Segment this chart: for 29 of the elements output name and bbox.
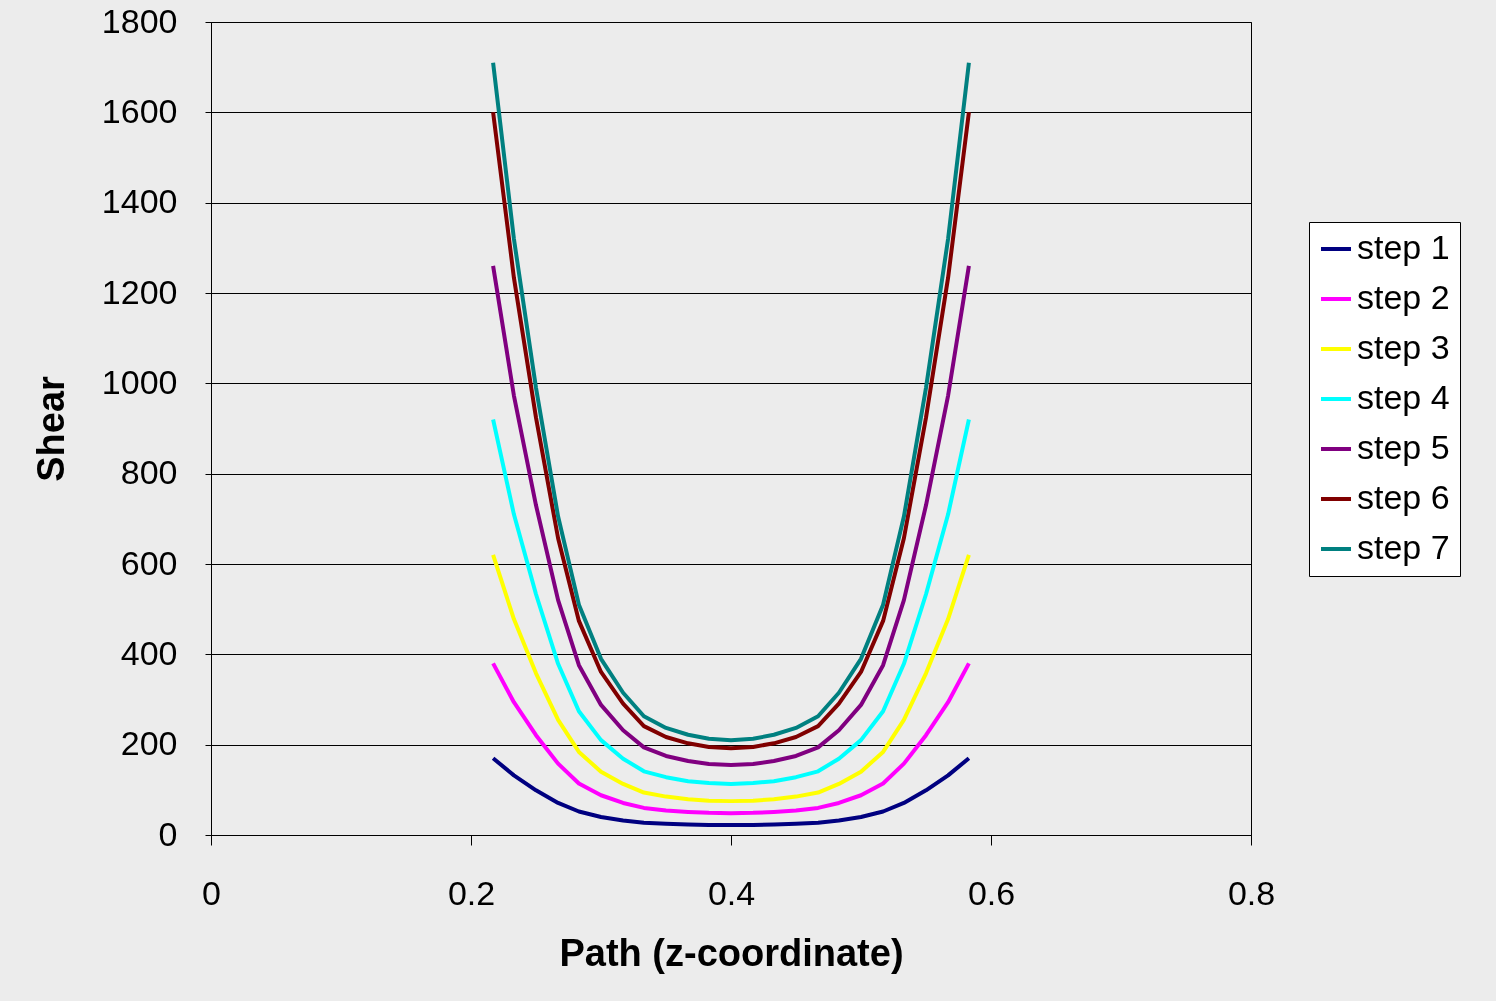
x-axis-title: Path (z-coordinate) [559,931,904,974]
y-tick-label: 1000 [101,362,178,401]
legend-label: step 2 [1357,278,1450,316]
line-series [491,756,971,828]
y-tick-label: 200 [120,724,178,763]
y-tick-label: 400 [120,633,178,672]
y-tick-label: 0 [158,814,178,853]
y-tick-label: 1600 [101,91,178,130]
legend-label: step 6 [1357,478,1450,516]
x-tick-label: 0 [202,873,221,912]
y-tick-label: 1400 [101,182,178,221]
line-series [491,417,971,786]
legend-label: step 5 [1357,428,1450,466]
y-tick-label: 600 [120,543,178,582]
x-tick-label: 0.2 [447,873,496,912]
x-tick-label: 0.4 [707,873,756,912]
legend-label: step 3 [1357,328,1450,366]
y-axis-title: Shear [29,375,72,482]
legend-label: step 1 [1357,228,1450,266]
line-series [491,661,971,816]
y-tick-label: 1800 [101,1,178,40]
y-tick-label: 800 [120,453,178,492]
line-series [491,552,971,804]
x-tick-label: 0.6 [967,873,1016,912]
y-tick-label: 1200 [101,272,178,311]
legend-label: step 4 [1357,378,1450,416]
line-series [491,263,971,767]
x-tick-label: 0.8 [1227,873,1276,912]
legend-label: step 7 [1357,528,1450,566]
